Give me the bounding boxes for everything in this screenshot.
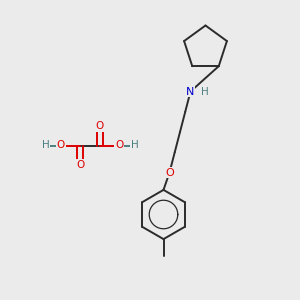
Text: O: O [165, 167, 174, 178]
Text: O: O [76, 160, 84, 170]
Text: H: H [42, 140, 50, 151]
Text: H: H [130, 140, 138, 151]
Text: O: O [96, 121, 104, 131]
Text: N: N [186, 86, 195, 97]
Text: H: H [201, 86, 209, 97]
Text: O: O [57, 140, 65, 151]
Text: O: O [115, 140, 123, 151]
